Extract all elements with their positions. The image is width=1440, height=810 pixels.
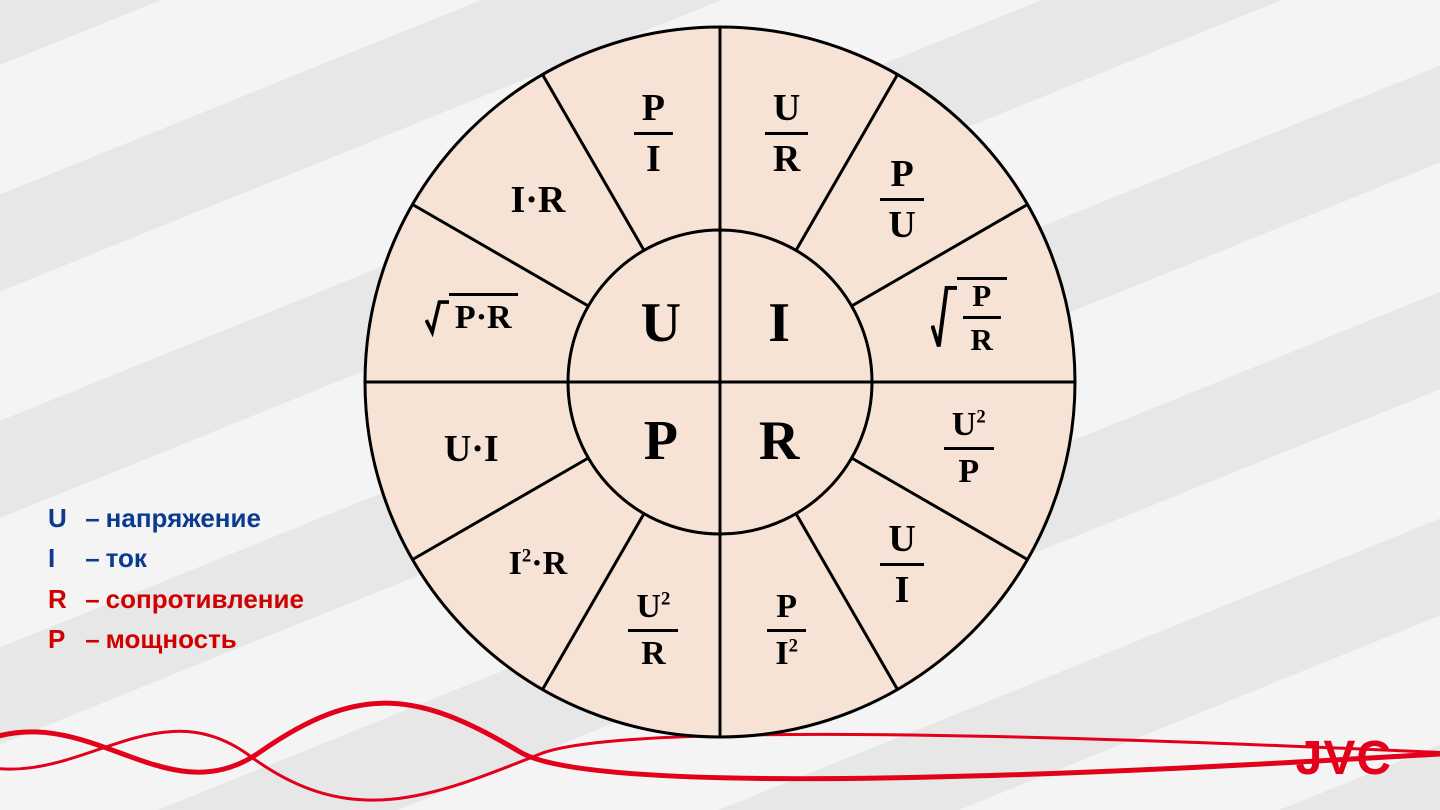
legend-symbol: P	[48, 619, 79, 659]
legend-symbol: R	[48, 579, 79, 619]
legend-symbol: I	[48, 538, 79, 578]
stage: U–напряжениеI–токR–сопротивлениеP–мощнос…	[0, 0, 1440, 810]
legend-row: U–напряжение	[48, 498, 304, 538]
ohms-law-wheel: UIRPPII·RP·RURPUPRU2PUIPI2U2RI2·RU·I	[363, 25, 1077, 739]
legend-label: ток	[106, 543, 147, 573]
brand-logo: JVC	[1296, 731, 1392, 786]
legend-dash: –	[79, 538, 105, 578]
legend-row: R–сопротивление	[48, 579, 304, 619]
legend-label: сопротивление	[106, 584, 304, 614]
legend-row: I–ток	[48, 538, 304, 578]
legend-label: мощность	[106, 624, 237, 654]
legend-symbol: U	[48, 498, 79, 538]
legend-row: P–мощность	[48, 619, 304, 659]
legend-dash: –	[79, 619, 105, 659]
wheel-segment-U-2: P·R	[386, 240, 556, 390]
wheel-segment-P-11: U·I	[386, 374, 556, 524]
legend-dash: –	[79, 498, 105, 538]
legend: U–напряжениеI–токR–сопротивлениеP–мощнос…	[48, 498, 304, 659]
legend-dash: –	[79, 579, 105, 619]
wheel-segment-I-5: PR	[884, 240, 1054, 390]
legend-label: напряжение	[106, 503, 261, 533]
